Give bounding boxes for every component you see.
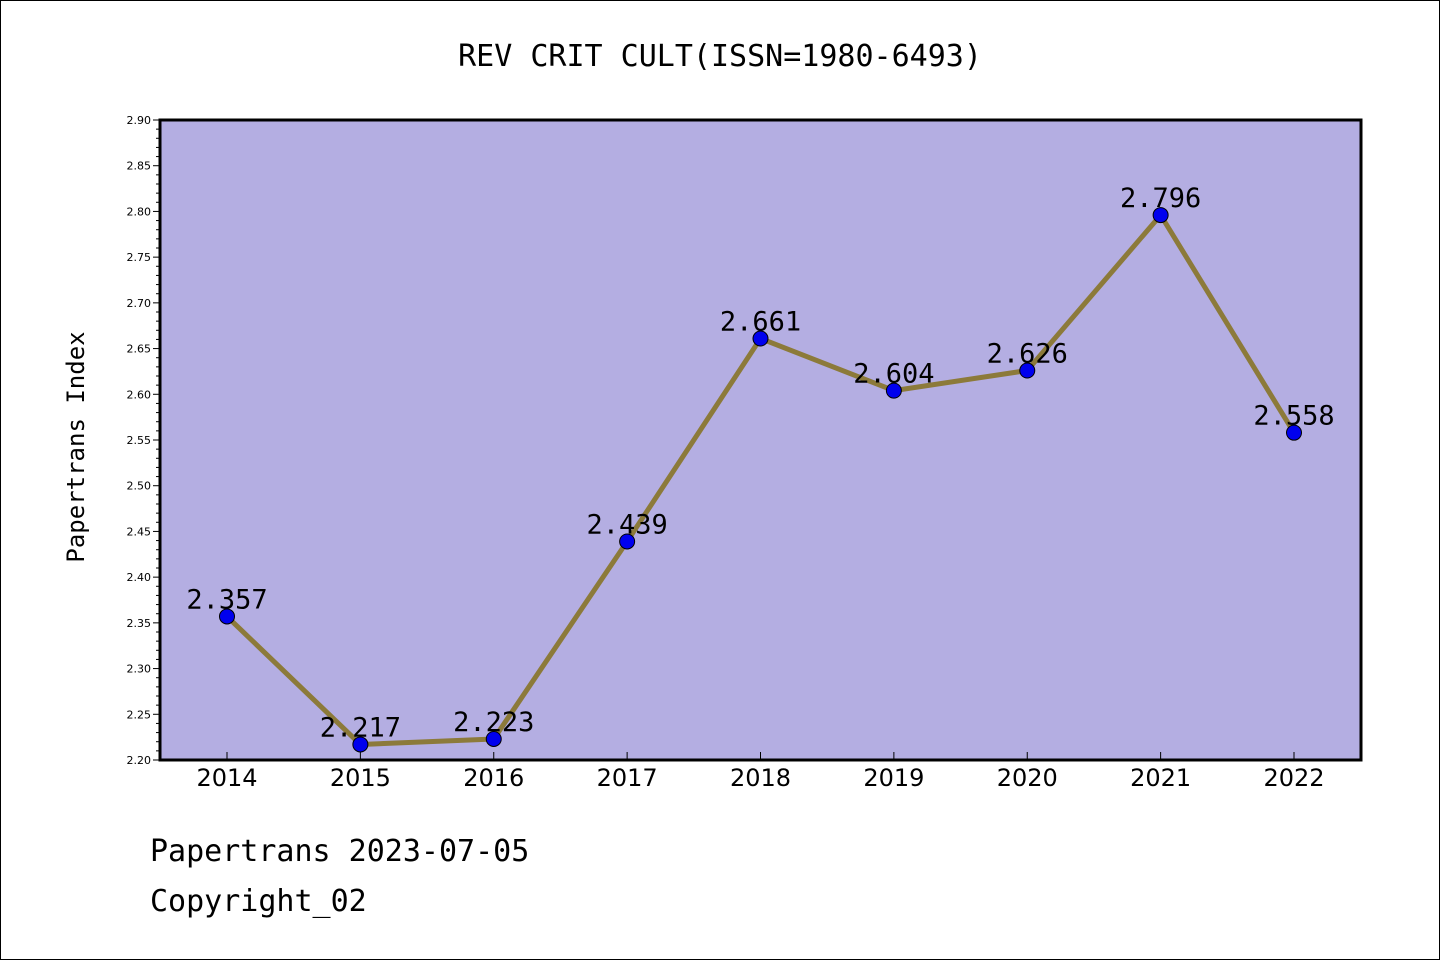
x-tick-label: 2014 [196, 764, 257, 792]
y-axis-label: Papertrans Index [62, 331, 90, 562]
x-tick-label: 2016 [463, 764, 524, 792]
x-tick-label: 2017 [597, 764, 658, 792]
data-labels: 2.357 2.217 2.223 2.439 2.661 2.604 2.626 2.796… [186, 183, 1334, 743]
x-tick-label: 2021 [1130, 764, 1191, 792]
x-tick-label: 2019 [863, 764, 924, 792]
data-label: 2.217 [320, 712, 401, 743]
data-label: 2.661 [720, 307, 801, 338]
data-label: 2.604 [853, 359, 934, 390]
y-axis: 2.20 2.25 2.30 2.35 2.40 2.45 2.50 2.55 2.60 2.65… [127, 114, 160, 767]
data-point [219, 608, 235, 625]
x-axis: 2014 2015 2016 2017 2018 2019 2020 2021 2022 [196, 752, 1325, 792]
y-tick-label: 2.90 [127, 114, 152, 127]
chart-title: REV CRIT CULT(ISSN=1980-6493) [458, 39, 982, 74]
y-tick-label: 2.80 [127, 205, 152, 218]
y-tick-label: 2.20 [127, 754, 152, 767]
data-point [752, 330, 769, 347]
x-tick-label: 2018 [730, 764, 791, 792]
data-label: 2.439 [586, 509, 667, 540]
data-label: 2.558 [1253, 401, 1334, 432]
y-tick-label: 2.75 [127, 251, 152, 264]
data-label: 2.357 [186, 584, 267, 615]
y-tick-label: 2.50 [127, 480, 152, 493]
data-point [1286, 424, 1302, 441]
data-points [219, 207, 1302, 753]
plot-area [158, 118, 1363, 762]
data-point [1019, 362, 1036, 379]
footer-date: Papertrans 2023-07-05 [150, 834, 530, 869]
y-tick-label: 2.55 [127, 434, 152, 447]
data-point [352, 736, 369, 753]
data-point [619, 533, 636, 550]
data-point [885, 382, 902, 399]
y-tick-label: 2.30 [127, 663, 152, 676]
x-tick-label: 2022 [1263, 764, 1324, 792]
x-tick-label: 2020 [997, 764, 1058, 792]
y-tick-label: 2.25 [127, 708, 152, 721]
y-tick-label: 2.65 [127, 343, 152, 356]
data-label: 2.223 [453, 707, 534, 738]
data-label: 2.796 [1120, 183, 1201, 214]
y-tick-label: 2.45 [127, 525, 152, 538]
y-tick-label: 2.85 [127, 160, 152, 173]
y-tick-label: 2.70 [127, 297, 152, 310]
y-tick-label: 2.60 [127, 388, 152, 401]
data-label: 2.626 [987, 339, 1068, 370]
x-tick-label: 2015 [330, 764, 391, 792]
y-tick-label: 2.40 [127, 571, 152, 584]
footer-copyright: Copyright_02 [150, 884, 367, 919]
data-point [485, 730, 502, 747]
y-tick-label: 2.35 [127, 617, 152, 630]
data-point [1152, 207, 1169, 224]
